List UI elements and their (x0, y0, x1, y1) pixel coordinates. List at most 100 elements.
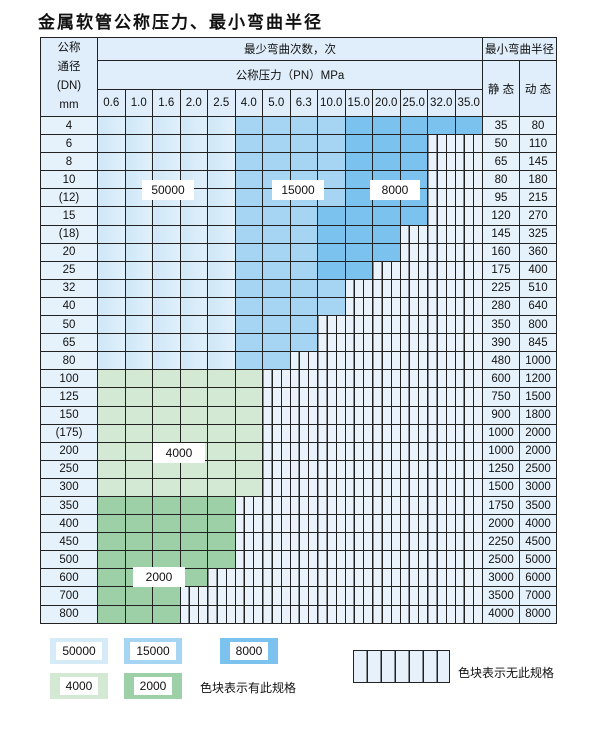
unavailable-cell (454, 351, 483, 371)
unavailable-cell (427, 170, 456, 190)
unavailable-cell (399, 604, 428, 624)
dynamic-radius-cell: 180 (519, 170, 557, 190)
tier-cell-8000 (344, 242, 373, 262)
tier-cell-8000 (454, 115, 483, 136)
legend-label: 4000 (59, 677, 99, 695)
pressure-col-header: 2.5 (207, 89, 236, 117)
legend-swatch-2000: 2000 (124, 673, 182, 699)
tier-cell-50000 (97, 152, 126, 172)
tier-cell-50000 (124, 351, 153, 371)
table-row: 80 480 1000 (40, 351, 557, 371)
unavailable-cell (427, 550, 456, 570)
tier-cell-15000 (234, 260, 263, 280)
unavailable-cell (454, 242, 483, 262)
unavailable-cell (399, 224, 428, 244)
tier-cell-2000 (207, 532, 236, 552)
dn-cell: (12) (40, 188, 98, 208)
tier-cell-4000 (97, 369, 126, 389)
static-radius-cell: 145 (482, 224, 520, 244)
tier-cell-15000 (289, 115, 318, 136)
tier-cell-50000 (97, 351, 126, 371)
dn-label-line: 公称 (57, 42, 81, 54)
unavailable-cell (262, 369, 291, 389)
tier-cell-8000 (399, 206, 428, 226)
tier-cell-8000 (317, 242, 346, 262)
dn-cell: 6 (40, 134, 98, 154)
dynamic-radius-cell: 270 (519, 206, 557, 226)
dynamic-radius-cell: 7000 (519, 586, 557, 606)
dn-cell: 50 (40, 315, 98, 335)
tier-cell-50000 (124, 242, 153, 262)
tier-cell-50000 (124, 296, 153, 317)
tier-cell-15000 (289, 152, 318, 172)
tier-cell-50000 (207, 260, 236, 280)
dynamic-radius-cell: 1800 (519, 405, 557, 425)
tier-cell-15000 (234, 170, 263, 190)
tier-cell-4000 (234, 423, 263, 443)
dn-cell: 15 (40, 206, 98, 226)
tier-cell-4000 (97, 441, 126, 461)
unavailable-cell (344, 333, 373, 353)
tier-cell-8000 (399, 115, 428, 136)
unavailable-cell (289, 514, 318, 534)
table-row: 400 2000 4000 (40, 514, 557, 534)
tier-cell-15000 (317, 170, 346, 190)
unavailable-cell (262, 568, 291, 588)
table-row: 350 1750 3500 (40, 495, 557, 516)
static-radius-cell: 2250 (482, 532, 520, 552)
unavailable-cell (344, 278, 373, 298)
tier-cell-15000 (234, 115, 263, 136)
tier-cell-4000 (207, 387, 236, 407)
unavailable-cell (454, 315, 483, 335)
unavailable-cell (372, 278, 401, 298)
unavailable-cell (344, 405, 373, 425)
unavailable-cell (289, 351, 318, 371)
table-row: 65 390 845 (40, 333, 557, 353)
legend-unavailable-swatch (353, 650, 450, 683)
tier-cell-8000 (372, 134, 401, 154)
dynamic-radius-cell: 845 (519, 333, 557, 353)
tier-cell-8000 (344, 134, 373, 154)
tier-cell-8000 (344, 170, 373, 190)
dynamic-radius-cell: 325 (519, 224, 557, 244)
dynamic-radius-cell: 2000 (519, 441, 557, 461)
static-radius-cell: 2500 (482, 550, 520, 570)
unavailable-cell (234, 514, 263, 534)
unavailable-cell (207, 586, 236, 606)
tier-cell-15000 (289, 260, 318, 280)
tier-cell-4000 (207, 405, 236, 425)
unavailable-cell (317, 405, 346, 425)
tier-cell-50000 (207, 134, 236, 154)
dn-cell: 40 (40, 296, 98, 317)
tier-cell-50000 (97, 115, 126, 136)
tier-cell-50000 (152, 242, 181, 262)
dynamic-radius-cell: 800 (519, 315, 557, 335)
tier-cell-50000 (179, 115, 208, 136)
unavailable-cell (372, 405, 401, 425)
static-radius-cell: 120 (482, 206, 520, 226)
unavailable-cell (289, 604, 318, 624)
unavailable-cell (262, 586, 291, 606)
unavailable-cell (234, 586, 263, 606)
tier-cell-15000 (289, 278, 318, 298)
unavailable-cell (262, 604, 291, 624)
tier-cell-4000 (97, 459, 126, 479)
tier-cell-15000 (262, 242, 291, 262)
legend-label: 50000 (56, 642, 102, 660)
tier-cell-15000 (317, 115, 346, 136)
dynamic-radius-cell: 4500 (519, 532, 557, 552)
tier-cell-50000 (152, 115, 181, 136)
unavailable-cell (454, 369, 483, 389)
unavailable-cell (372, 315, 401, 335)
tier-cell-8000 (427, 115, 456, 136)
dynamic-radius-cell: 640 (519, 296, 557, 317)
tier-cell-15000 (289, 296, 318, 317)
tier-cell-15000 (262, 224, 291, 244)
unavailable-cell (344, 495, 373, 516)
pressure-header: 公称压力（PN）MPa (97, 60, 483, 90)
static-radius-cell: 3500 (482, 586, 520, 606)
tier-cell-50000 (179, 351, 208, 371)
unavailable-cell (454, 224, 483, 244)
unavailable-cell (344, 387, 373, 407)
table-row: 15 120 270 (40, 206, 557, 226)
